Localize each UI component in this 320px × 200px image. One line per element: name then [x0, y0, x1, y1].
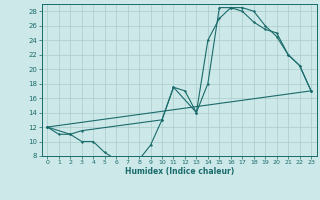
X-axis label: Humidex (Indice chaleur): Humidex (Indice chaleur) [124, 167, 234, 176]
